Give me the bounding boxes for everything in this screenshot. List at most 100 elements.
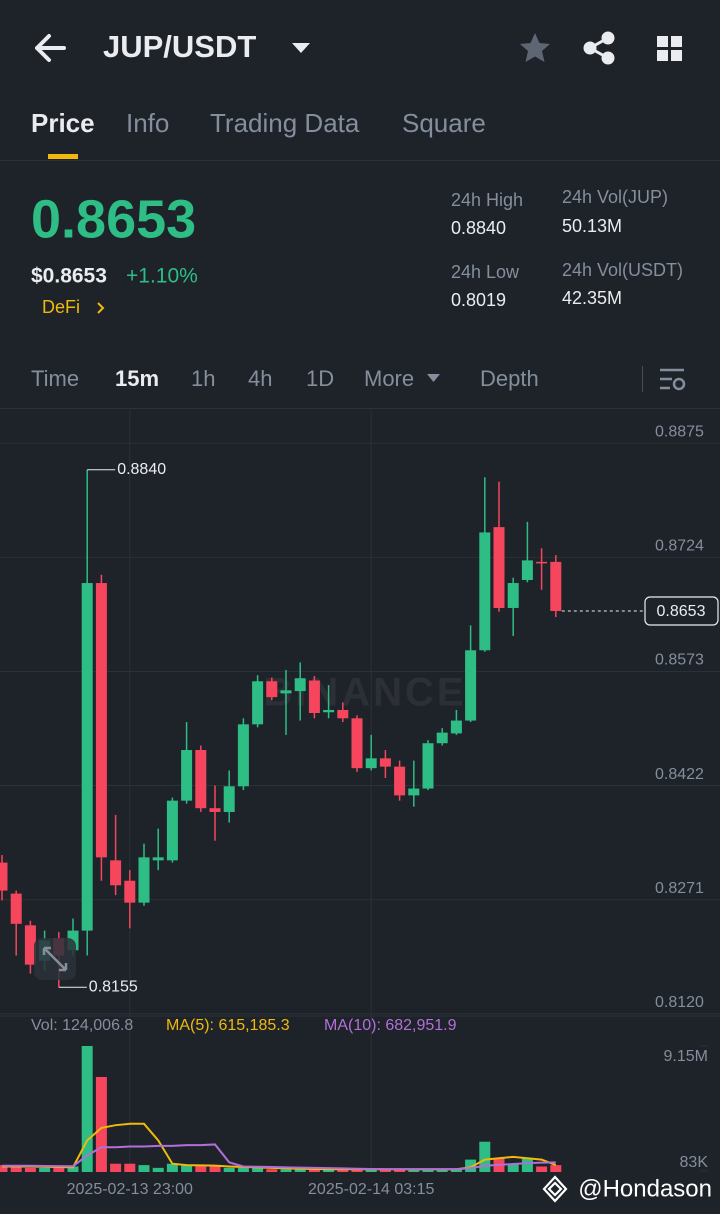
last-price-tag	[644, 596, 719, 626]
tab[interactable]: Square	[402, 108, 486, 138]
candle-body	[110, 860, 122, 886]
volume-bar	[422, 1169, 434, 1172]
volume-bar	[536, 1166, 548, 1172]
interval[interactable]: Time	[31, 366, 79, 391]
candle-body	[266, 681, 278, 698]
favorite-star[interactable]	[520, 33, 550, 62]
stat-label: 24h High	[451, 190, 523, 210]
volume-bar	[24, 1167, 36, 1172]
volume-bar	[209, 1166, 221, 1172]
tab[interactable]: Info	[126, 108, 169, 138]
interval[interactable]: 1h	[191, 366, 215, 391]
candle-body	[0, 862, 8, 891]
interval[interactable]: 1D	[306, 366, 334, 391]
candle-body	[95, 583, 107, 858]
pair-title[interactable]: JUP/USDT	[103, 29, 256, 64]
volume-bar	[266, 1169, 278, 1172]
volume-bar	[124, 1163, 136, 1172]
back-arrow	[35, 34, 66, 62]
depth-tab[interactable]: Depth	[480, 366, 539, 391]
ma10-legend: MA(10): 682,951.9	[324, 1017, 457, 1034]
volume-bar	[521, 1158, 533, 1172]
candle-body	[337, 709, 349, 719]
volume-bar	[507, 1163, 519, 1172]
volume-bar	[237, 1167, 249, 1172]
stat-value: 42.35M	[562, 288, 622, 308]
candle-body	[536, 561, 548, 564]
candle-body	[124, 880, 136, 903]
price-change: +1.10%	[126, 265, 198, 288]
volume-bar	[39, 1167, 51, 1172]
candle-body	[280, 690, 292, 694]
volume-bar	[138, 1165, 150, 1172]
stat-label: 24h Vol(JUP)	[562, 187, 668, 207]
volume-bar	[67, 1166, 79, 1172]
expand-icon	[42, 946, 68, 972]
volume-bar	[280, 1169, 292, 1172]
interval-active[interactable]: 15m	[115, 366, 159, 391]
tab-active[interactable]: Price	[31, 108, 95, 138]
y-tick-label: 0.8573	[655, 652, 704, 669]
watermark: @Hondason	[578, 1175, 712, 1202]
candle-body	[181, 750, 193, 801]
settings-lines	[660, 368, 684, 390]
settings-gear	[672, 377, 686, 391]
candle-body	[493, 527, 505, 608]
candle-body	[408, 788, 420, 796]
interval[interactable]: 4h	[248, 366, 272, 391]
volume-bar	[223, 1167, 235, 1172]
candle-body	[422, 743, 434, 789]
candle-body	[24, 925, 36, 965]
candle-body	[10, 893, 22, 924]
y-tick-label: 0.8271	[655, 880, 704, 897]
layout-button[interactable]	[657, 36, 682, 61]
ma5-legend: MA(5): 615,185.3	[166, 1017, 290, 1034]
volume-legend: Vol: 124,006.8	[31, 1017, 133, 1034]
candle-body	[365, 758, 377, 769]
interval-more[interactable]: More	[364, 366, 414, 391]
candle-body	[323, 709, 335, 713]
candle-body	[209, 808, 221, 812]
grid-cell	[671, 50, 682, 61]
volume-bar	[408, 1169, 420, 1172]
volume-bar	[53, 1167, 65, 1172]
volume-bar	[450, 1169, 462, 1172]
tab[interactable]: Trading Data	[210, 108, 360, 138]
share-button[interactable]	[583, 31, 615, 65]
stat-value: 0.8019	[451, 290, 506, 310]
high-marker-label: 0.8840	[117, 461, 166, 478]
candle-body	[152, 857, 164, 861]
logo-diamond	[542, 1175, 568, 1203]
candle-body	[166, 800, 178, 861]
volume-bar	[0, 1165, 8, 1172]
volume-bar	[252, 1167, 264, 1172]
volume-bar	[294, 1169, 306, 1172]
ma10-line	[2, 1143, 556, 1171]
stat-value: 50.13M	[562, 216, 622, 236]
candle-body	[294, 678, 306, 692]
volume-bar	[323, 1169, 335, 1172]
back-button[interactable]	[35, 34, 66, 62]
chart-settings[interactable]	[660, 368, 686, 391]
usd-price: $0.8653	[31, 265, 107, 288]
stat-value: 0.8840	[451, 218, 506, 238]
volume-tick-label: 9.15M	[664, 1048, 708, 1065]
chart-watermark: BINANCE	[263, 671, 466, 715]
last-price-label: 0.8653	[657, 603, 706, 620]
candle-body	[507, 583, 519, 608]
watermark-logo	[542, 1175, 568, 1203]
candle-body	[550, 561, 562, 611]
volume-bar	[351, 1169, 363, 1172]
expand-button[interactable]	[34, 938, 76, 980]
volume-bar	[152, 1167, 164, 1172]
share-lines	[586, 36, 609, 60]
candle-body	[394, 766, 406, 796]
candle-body	[81, 583, 93, 931]
tab-indicator	[48, 154, 78, 159]
sector-tag[interactable]: DeFi	[42, 297, 80, 317]
volume-bar	[81, 1046, 93, 1172]
pair-caret[interactable]	[292, 43, 310, 53]
volume-bar	[479, 1141, 491, 1172]
